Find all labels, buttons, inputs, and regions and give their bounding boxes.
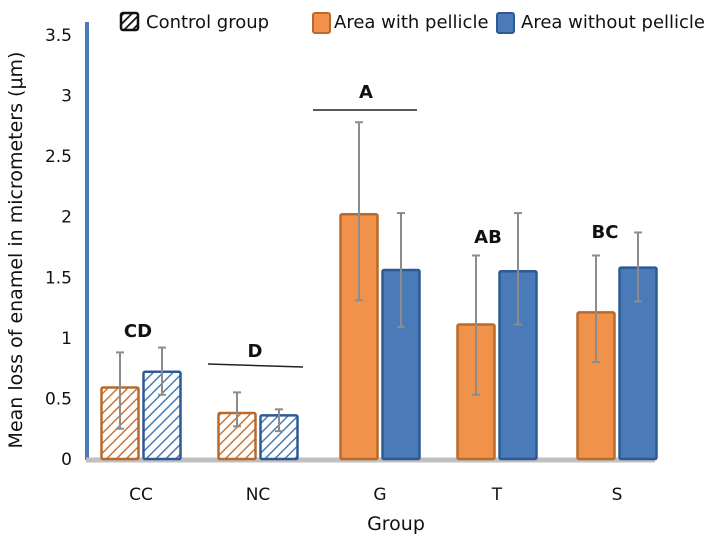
legend-label-with-pellicle: Area with pellicle bbox=[334, 12, 489, 33]
x-tick-label: T bbox=[491, 485, 503, 505]
significance-annotations: CD D A AB BC bbox=[124, 82, 619, 368]
significance-label: BC bbox=[592, 222, 619, 243]
legend-swatch-blue bbox=[496, 12, 515, 34]
x-tick-label: S bbox=[612, 485, 623, 505]
legend-item-with-pellicle: Area with pellicle bbox=[312, 12, 489, 34]
significance-label: D bbox=[248, 341, 263, 362]
y-tick-label: 3.5 bbox=[45, 26, 72, 46]
y-tick-labels: 0 0.5 1 1.5 2 2.5 3 3.5 bbox=[45, 26, 72, 470]
y-tick-label: 1 bbox=[61, 329, 72, 349]
significance-label: CD bbox=[124, 321, 152, 342]
legend-item-control: Control group bbox=[119, 11, 269, 33]
y-tick-label: 0 bbox=[61, 450, 72, 470]
legend: Control group Area with pellicle Area wi… bbox=[119, 11, 705, 34]
error-bars-group bbox=[116, 121, 642, 433]
legend-swatch-orange bbox=[312, 12, 331, 34]
legend-swatch-hatched bbox=[119, 11, 140, 32]
y-tick-label: 1.5 bbox=[45, 268, 72, 288]
y-tick-label: 3 bbox=[61, 87, 72, 107]
x-tick-label: NC bbox=[246, 485, 271, 505]
legend-item-without-pellicle: Area without pellicle bbox=[496, 12, 705, 34]
significance-label: AB bbox=[474, 227, 502, 248]
significance-line bbox=[207, 363, 304, 368]
x-tick-label: G bbox=[373, 485, 386, 505]
x-tick-labels: CC NC G T S bbox=[129, 485, 622, 505]
bars-group bbox=[100, 213, 658, 461]
y-axis-title: Mean loss of enamel in micrometers (μm) bbox=[5, 52, 27, 449]
x-tick-label: CC bbox=[129, 485, 153, 505]
legend-label-without-pellicle: Area without pellicle bbox=[521, 12, 705, 33]
y-tick-label: 2.5 bbox=[45, 147, 72, 167]
legend-label-control: Control group bbox=[146, 12, 269, 33]
significance-label: A bbox=[359, 82, 373, 103]
y-tick-label: 0.5 bbox=[45, 389, 72, 409]
y-tick-label: 2 bbox=[61, 208, 72, 228]
x-axis-title: Group bbox=[367, 513, 425, 535]
